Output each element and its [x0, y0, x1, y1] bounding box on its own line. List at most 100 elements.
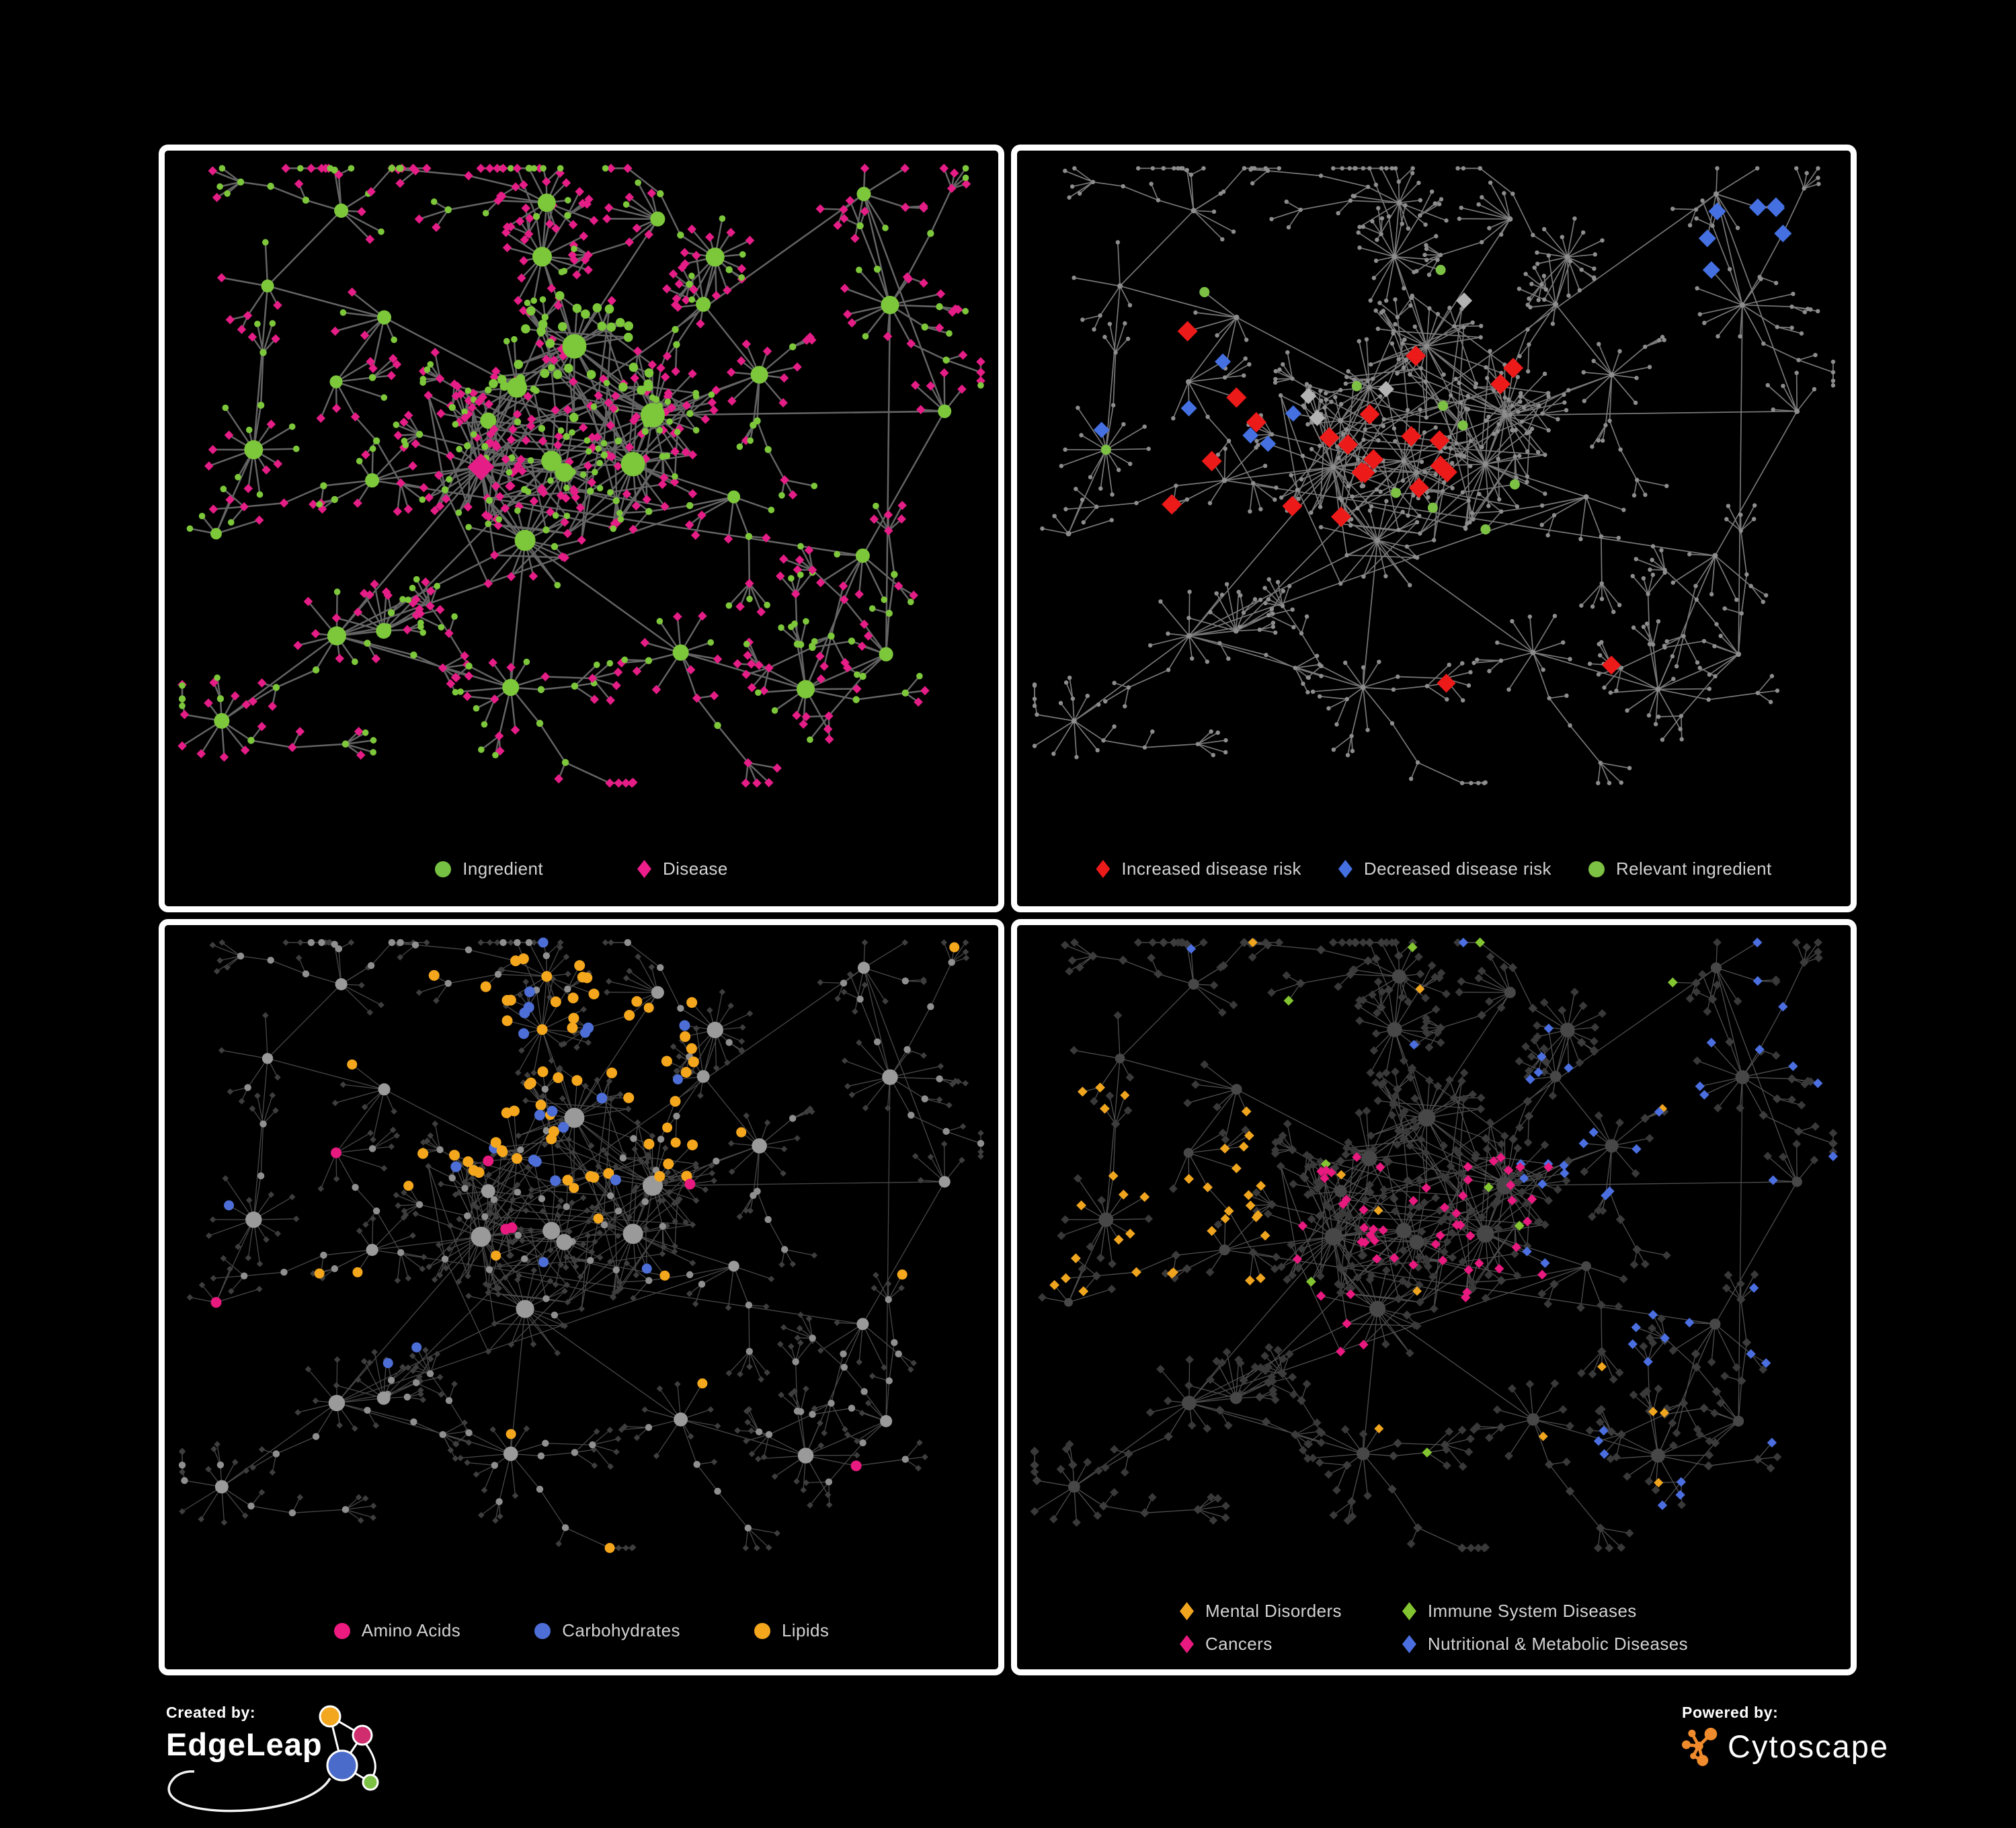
network-node [1693, 584, 1697, 588]
network-node [612, 498, 619, 505]
network-node [348, 939, 355, 946]
network-node [1755, 166, 1759, 170]
network-edge [1037, 715, 1074, 721]
network-node [294, 180, 304, 189]
network-node [710, 691, 719, 701]
network-node [532, 247, 552, 266]
network-node [1463, 525, 1467, 529]
network-node [649, 964, 655, 971]
network-node [477, 939, 484, 946]
network-node [803, 1386, 809, 1392]
network-node [909, 591, 918, 600]
network-edge [1610, 421, 1621, 450]
network-edge [1480, 168, 1513, 194]
network-node [367, 1129, 374, 1136]
network-node [1764, 593, 1768, 597]
network-node [473, 705, 480, 712]
network-node [1336, 456, 1340, 460]
network-edge [1726, 519, 1740, 530]
network-node [427, 361, 434, 368]
network-node [1035, 713, 1039, 717]
network-node [817, 674, 826, 684]
network-node [404, 411, 413, 420]
network-edge [216, 520, 259, 534]
network-node [281, 163, 290, 173]
network-node [1461, 490, 1465, 494]
network-node [1238, 593, 1242, 597]
network-node [583, 266, 593, 275]
legend-item: Decreased disease risk [1338, 859, 1551, 879]
network-node [604, 380, 610, 387]
network-node [1250, 181, 1254, 185]
network-node [1539, 522, 1543, 526]
network-node [691, 530, 700, 540]
network-node [547, 477, 554, 484]
network-node [1572, 216, 1576, 221]
network-node [409, 1232, 416, 1239]
network-node [1271, 621, 1275, 625]
network-node [419, 629, 426, 636]
network-edge [1198, 744, 1213, 755]
network-node [610, 526, 616, 532]
network-node [946, 1102, 953, 1109]
network-node [563, 405, 573, 414]
network-node [1334, 722, 1338, 726]
network-node [1379, 232, 1383, 236]
network-edge [1419, 428, 1436, 436]
network-node [686, 410, 693, 418]
network-node [1397, 357, 1401, 361]
network-node [1121, 422, 1125, 426]
network-node [1531, 233, 1535, 237]
network-node [267, 183, 274, 190]
network-node [1543, 372, 1547, 376]
network-node [598, 321, 607, 331]
network-node [601, 452, 608, 459]
network-node [1744, 572, 1748, 576]
network-edge [508, 1021, 542, 1029]
network-node [1789, 305, 1793, 309]
network-edge [419, 210, 448, 219]
network-node [1332, 748, 1336, 752]
network-node [763, 347, 772, 356]
network-node [1756, 691, 1760, 695]
network-edge [610, 484, 663, 492]
network-node [1181, 400, 1197, 416]
network-edge [551, 1139, 555, 1181]
network-node [1396, 674, 1400, 678]
network-node [1831, 370, 1835, 374]
network-graph [1017, 151, 1851, 906]
network-node [650, 212, 665, 227]
network-edge [1530, 617, 1533, 652]
network-node [602, 214, 612, 223]
network-node [1542, 227, 1546, 231]
network-node [243, 311, 253, 320]
network-node [489, 379, 498, 389]
network-node [1422, 430, 1426, 434]
network-edge [856, 693, 905, 700]
network-node [627, 779, 637, 788]
network-node [1256, 443, 1260, 447]
network-node [1390, 342, 1394, 346]
network-node [1063, 507, 1067, 511]
network-edge [574, 219, 657, 346]
network-node [727, 1002, 734, 1009]
network-node [179, 1447, 186, 1454]
network-node [438, 1181, 444, 1187]
network-node [1238, 625, 1242, 629]
network-node [1469, 439, 1473, 443]
network-node [1523, 272, 1527, 276]
network-edge [1378, 329, 1394, 331]
network-node [900, 163, 910, 173]
network-node [1417, 514, 1421, 518]
network-node [840, 1351, 846, 1357]
network-node [605, 779, 614, 788]
network-node [1193, 311, 1197, 315]
network-node [506, 663, 516, 672]
network-node [588, 1142, 595, 1149]
network-node [1425, 684, 1429, 688]
network-edge [1653, 621, 1658, 645]
network-edge [268, 210, 341, 286]
network-node [1248, 509, 1252, 513]
network-node [551, 1312, 558, 1318]
network-node [1378, 394, 1382, 398]
